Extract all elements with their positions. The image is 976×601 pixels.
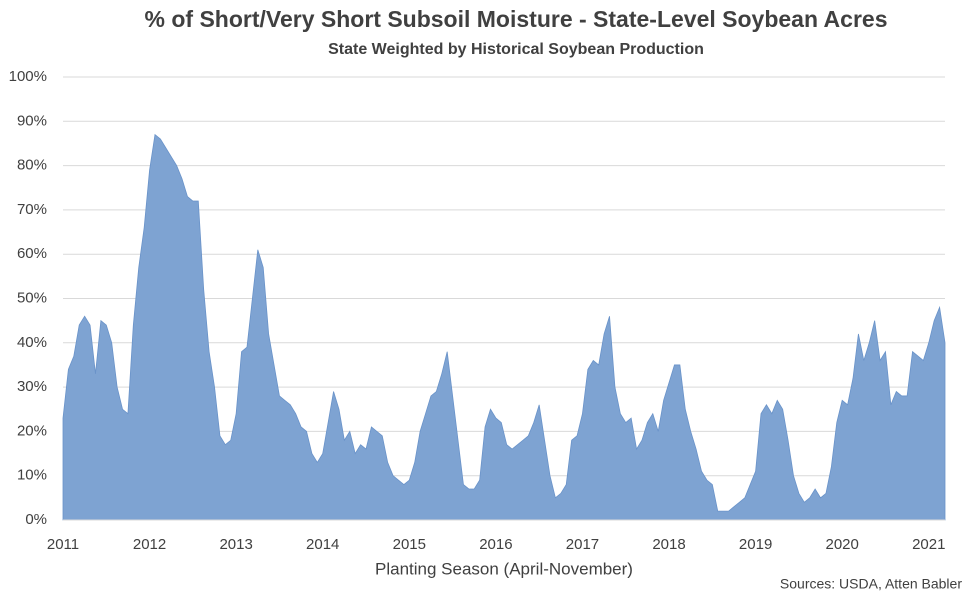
y-tick-label: 80% xyxy=(17,157,47,174)
x-tick-label: 2020 xyxy=(826,536,859,553)
y-tick-label: 10% xyxy=(17,467,47,484)
x-tick-label: 2019 xyxy=(739,536,772,553)
x-tick-label: 2012 xyxy=(133,536,166,553)
x-tick-label: 2017 xyxy=(566,536,599,553)
source-note: Sources: USDA, Atten Babler xyxy=(780,576,962,592)
y-tick-label: 60% xyxy=(17,245,47,262)
chart-subtitle: State Weighted by Historical Soybean Pro… xyxy=(328,41,704,58)
y-tick-label: 90% xyxy=(17,112,47,129)
x-tick-label: 2011 xyxy=(47,536,79,553)
chart-title: % of Short/Very Short Subsoil Moisture -… xyxy=(145,6,888,32)
x-tick-label: 2018 xyxy=(652,536,685,553)
y-tick-label: 0% xyxy=(25,511,47,528)
y-tick-label: 50% xyxy=(17,289,47,306)
x-tick-label: 2014 xyxy=(306,536,339,553)
x-tick-label: 2015 xyxy=(393,536,426,553)
y-tick-label: 70% xyxy=(17,201,47,218)
y-tick-label: 40% xyxy=(17,334,47,351)
x-tick-label: 2021 xyxy=(912,536,945,553)
x-tick-label: 2016 xyxy=(479,536,512,553)
x-axis-title: Planting Season (April-November) xyxy=(375,559,633,578)
area xyxy=(62,133,946,521)
y-tick-label: 20% xyxy=(17,422,47,439)
x-tick-label: 2013 xyxy=(219,536,252,553)
y-tick-label: 30% xyxy=(17,378,47,395)
y-tick-label: 100% xyxy=(9,68,47,85)
